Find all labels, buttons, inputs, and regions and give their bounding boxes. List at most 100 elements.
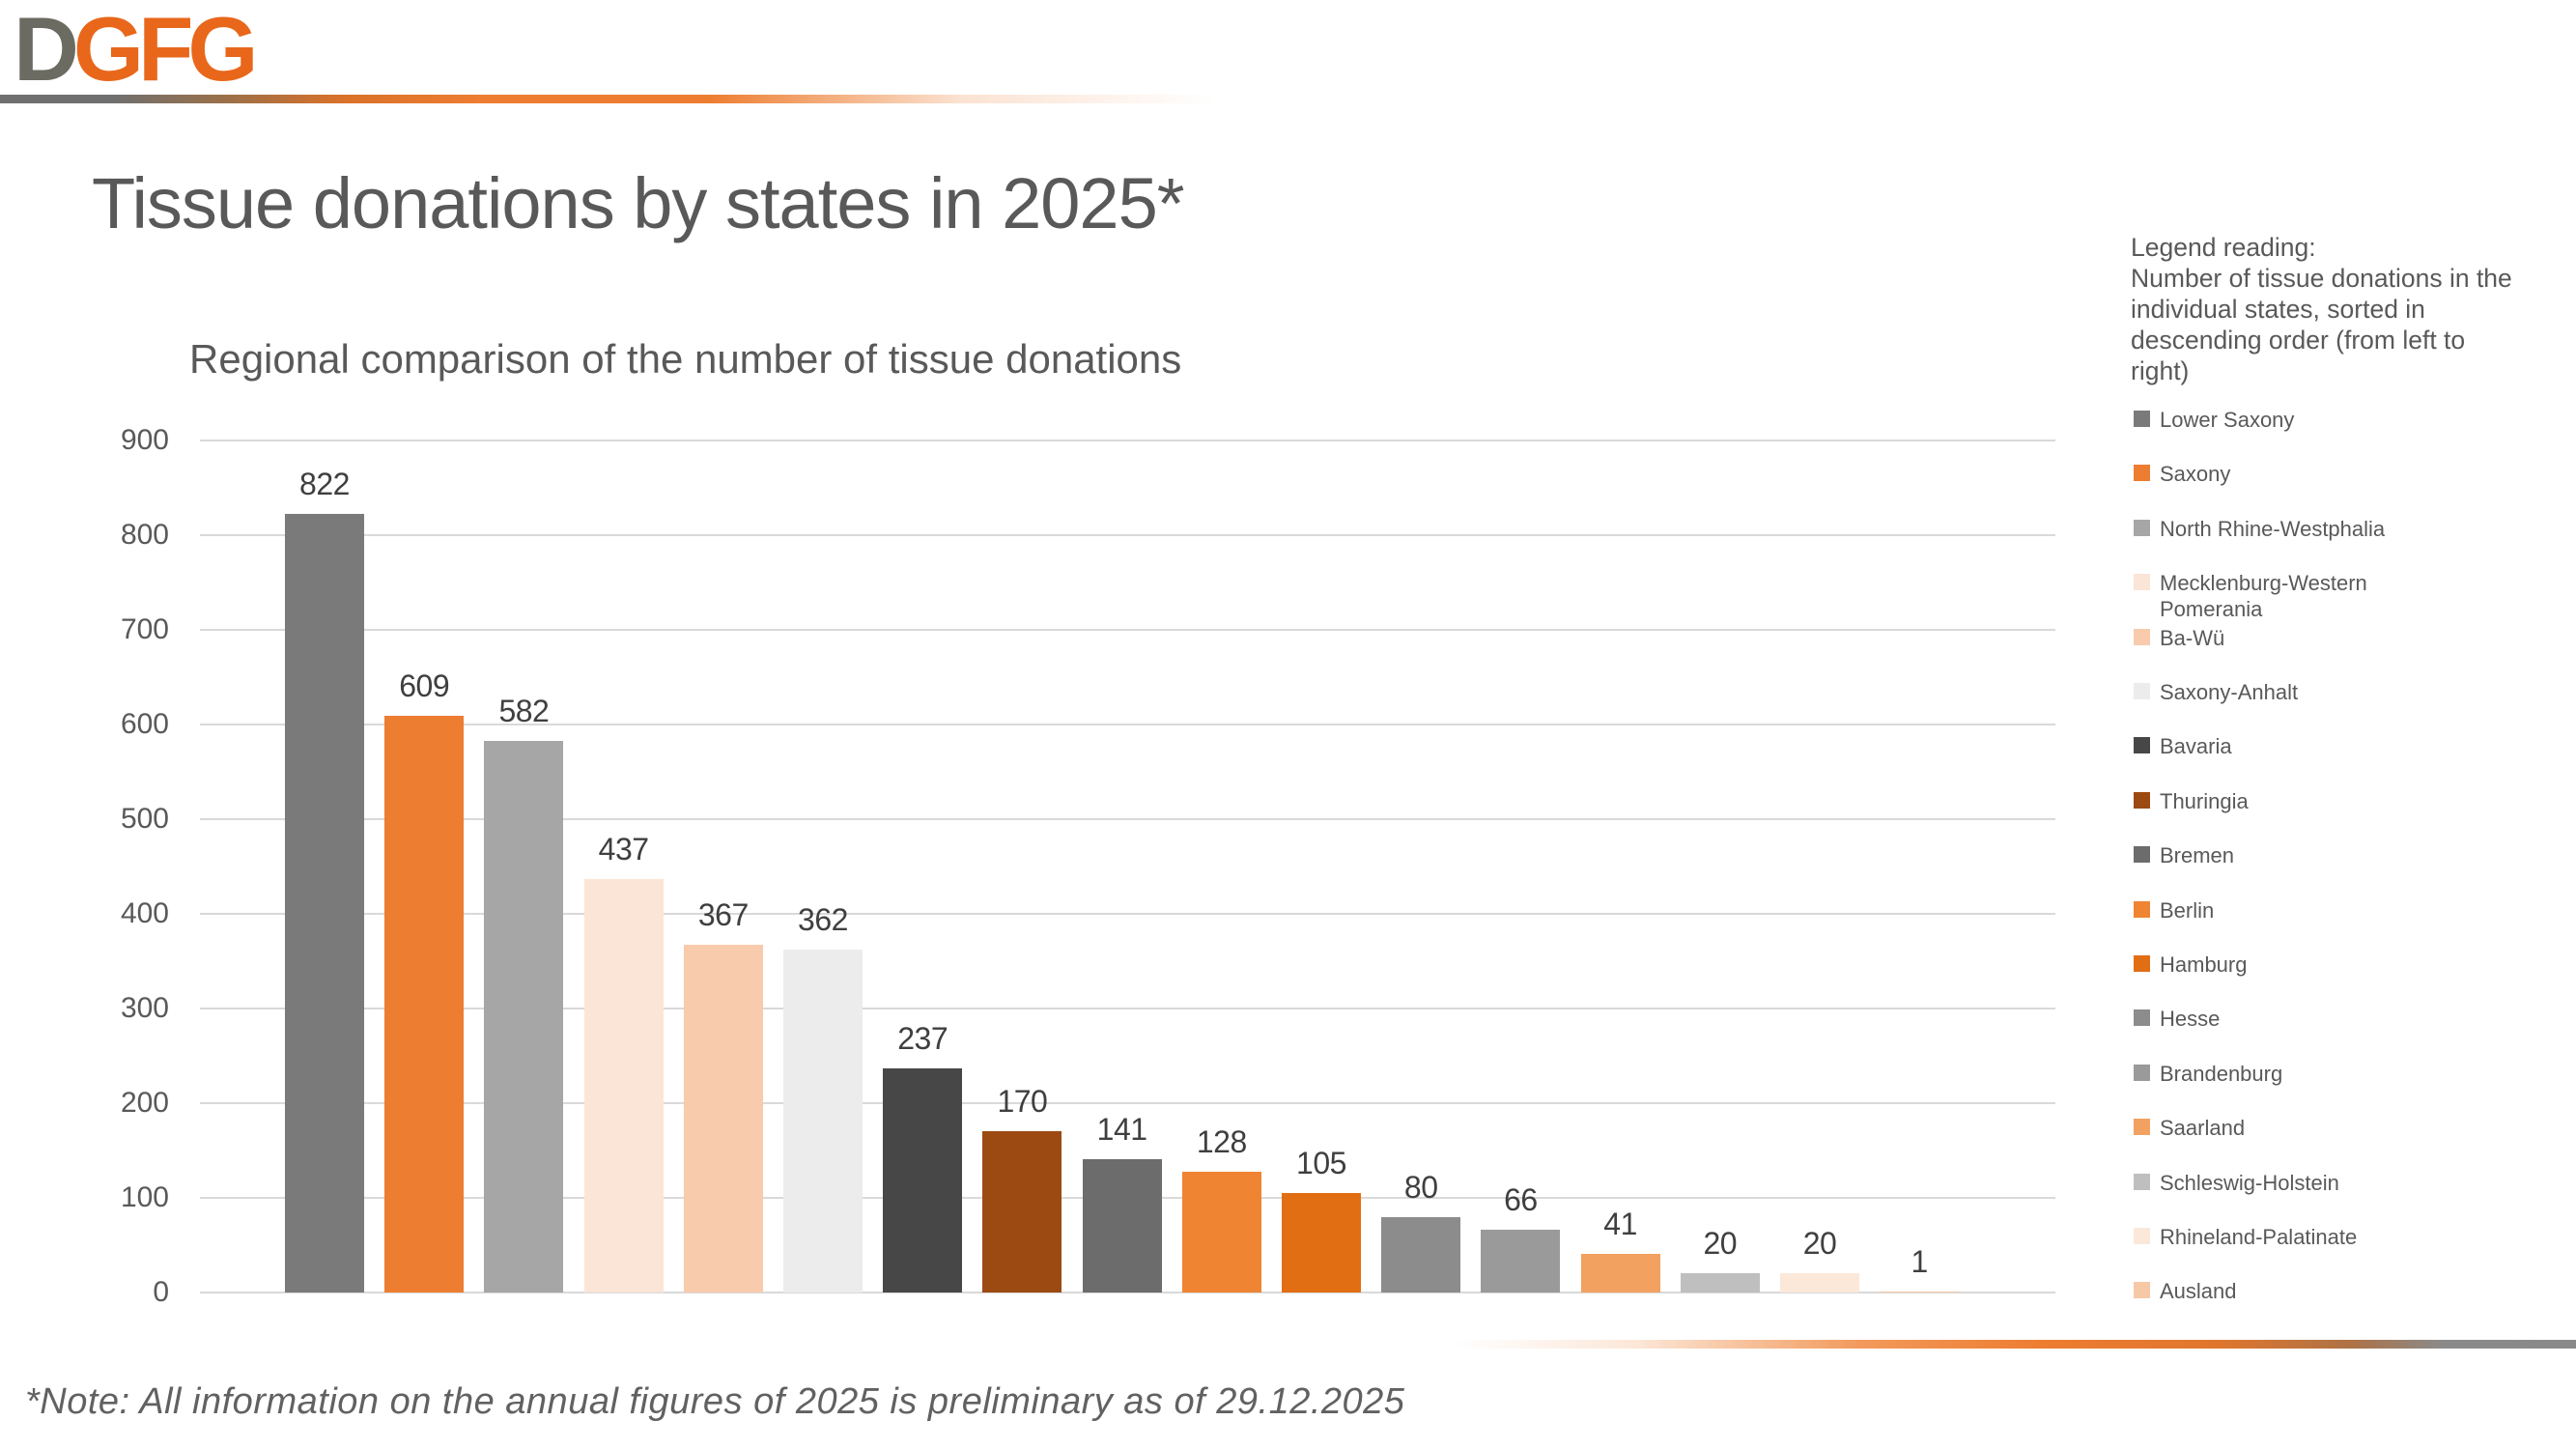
- legend-item-north-rhine-westphalia: North Rhine-Westphalia: [2134, 516, 2387, 542]
- legend-label-bavaria: Bavaria: [2160, 734, 2232, 759]
- logo-orange-letters: GFG: [72, 0, 259, 99]
- legend-label-lower-saxony: Lower Saxony: [2160, 408, 2295, 432]
- legend-label-mecklenburg-western-pomerania: Mecklenburg-Western Pomerania: [2160, 571, 2367, 622]
- top-gradient-rule: [0, 95, 1265, 103]
- y-axis-tick-label: 500: [120, 802, 169, 835]
- legend-swatch-hesse: [2134, 1009, 2150, 1027]
- bar-value-label-mecklenburg-western-pomerania: 437: [598, 831, 649, 867]
- gridline-y-600: [200, 723, 2055, 725]
- bar-berlin: [1181, 1171, 1261, 1293]
- bar-ausland: [1880, 1292, 1960, 1293]
- bar-lower-saxony: [285, 514, 364, 1293]
- gridline-y-0: [200, 1292, 2055, 1293]
- legend-label-schleswig-holstein: Schleswig-Holstein: [2160, 1170, 2339, 1195]
- legend-swatch-berlin: [2134, 900, 2150, 918]
- legend-label-ba-w: Ba-Wü: [2160, 625, 2225, 650]
- bar-bavaria: [883, 1067, 963, 1293]
- bar-value-label-ausland: 1: [1911, 1244, 1929, 1279]
- legend-swatch-bremen: [2134, 846, 2150, 864]
- legend-label-saxony-anhalt: Saxony-Anhalt: [2160, 680, 2299, 704]
- gridline-y-800: [200, 533, 2055, 536]
- chart-title: Regional comparison of the number of tis…: [189, 336, 1182, 382]
- legend-item-bremen: Bremen: [2134, 842, 2387, 868]
- legend-swatch-hamburg: [2134, 955, 2150, 972]
- legend-label-saxony: Saxony: [2160, 462, 2231, 487]
- legend-label-north-rhine-westphalia: North Rhine-Westphalia: [2160, 516, 2386, 541]
- legend-item-lower-saxony: Lower Saxony: [2134, 407, 2387, 433]
- y-axis-tick-label: 300: [120, 991, 169, 1024]
- bar-value-label-north-rhine-westphalia: 582: [498, 694, 550, 729]
- bar-saxony: [384, 715, 465, 1293]
- bar-value-label-brandenburg: 66: [1504, 1182, 1538, 1218]
- y-axis-tick-label: 800: [120, 518, 169, 551]
- legend-label-hamburg: Hamburg: [2160, 952, 2248, 977]
- legend-swatch-rhineland-palatinate: [2134, 1228, 2150, 1244]
- y-axis-tick-label: 200: [120, 1086, 169, 1119]
- bar-ba-w: [683, 945, 763, 1293]
- legend-item-schleswig-holstein: Schleswig-Holstein: [2134, 1170, 2387, 1196]
- legend-swatch-saarland: [2134, 1119, 2150, 1136]
- legend-swatch-bavaria: [2134, 737, 2150, 754]
- bar-value-label-saarland: 41: [1603, 1206, 1637, 1241]
- page-title: Tissue donations by states in 2025*: [92, 163, 1185, 243]
- y-axis-tick-label: 100: [120, 1180, 169, 1213]
- legend-swatch-saxony-anhalt: [2134, 683, 2150, 699]
- legend-item-ausland: Ausland: [2134, 1278, 2387, 1304]
- legend-label-hesse: Hesse: [2160, 1007, 2221, 1032]
- gridline-y-700: [200, 628, 2055, 631]
- legend-item-saxony-anhalt: Saxony-Anhalt: [2134, 679, 2387, 705]
- bar-value-label-bremen: 141: [1096, 1111, 1147, 1147]
- bar-saarland: [1580, 1253, 1660, 1293]
- dgfg-logo: DGFG: [14, 4, 259, 95]
- legend-swatch-schleswig-holstein: [2134, 1173, 2150, 1190]
- y-axis-tick-label: 400: [120, 896, 169, 929]
- gridline-y-300: [200, 1007, 2055, 1009]
- legend-label-saarland: Saarland: [2160, 1116, 2246, 1141]
- bar-value-label-bavaria: 237: [897, 1020, 948, 1056]
- y-axis-tick-label: 600: [120, 707, 169, 740]
- bottom-gradient-rule: [1456, 1340, 2576, 1349]
- legend-label-bremen: Bremen: [2160, 843, 2235, 868]
- legend-item-hesse: Hesse: [2134, 1006, 2387, 1032]
- gridline-y-900: [200, 439, 2055, 441]
- legend-swatch-lower-saxony: [2134, 411, 2150, 427]
- legend-item-brandenburg: Brandenburg: [2134, 1061, 2387, 1087]
- legend-swatch-saxony: [2134, 465, 2150, 482]
- gridline-y-500: [200, 817, 2055, 820]
- legend-item-saxony: Saxony: [2134, 461, 2387, 487]
- bar-value-label-berlin: 128: [1196, 1123, 1247, 1159]
- bar-value-label-ba-w: 367: [697, 897, 749, 933]
- bar-value-label-hesse: 80: [1403, 1169, 1438, 1205]
- legend-item-hamburg: Hamburg: [2134, 952, 2387, 978]
- bar-hesse: [1381, 1216, 1461, 1293]
- legend-label-rhineland-palatinate: Rhineland-Palatinate: [2160, 1225, 2358, 1249]
- legend-swatch-north-rhine-westphalia: [2134, 519, 2150, 536]
- bar-north-rhine-westphalia: [484, 741, 564, 1293]
- legend-swatch-ba-w: [2134, 628, 2150, 645]
- bar-hamburg: [1282, 1193, 1361, 1293]
- logo-gray-letter: D: [14, 0, 79, 99]
- legend-label-brandenburg: Brandenburg: [2160, 1061, 2283, 1086]
- legend-swatch-mecklenburg-western-pomerania: [2134, 574, 2150, 591]
- legend-label-berlin: Berlin: [2160, 897, 2215, 923]
- bar-value-label-lower-saxony: 822: [299, 467, 350, 501]
- legend-swatch-thuringia: [2134, 791, 2150, 809]
- bar-value-label-hamburg: 105: [1296, 1146, 1346, 1180]
- bar-schleswig-holstein: [1680, 1273, 1760, 1293]
- bar-value-label-saxony-anhalt: 362: [798, 902, 848, 937]
- bar-rhineland-palatinate: [1780, 1273, 1859, 1293]
- bar-value-label-saxony: 609: [399, 668, 450, 703]
- legend-item-saarland: Saarland: [2134, 1115, 2387, 1141]
- bar-value-label-schleswig-holstein: 20: [1703, 1226, 1738, 1262]
- bar-brandenburg: [1481, 1230, 1561, 1293]
- legend-item-rhineland-palatinate: Rhineland-Palatinate: [2134, 1224, 2387, 1250]
- legend-item-bavaria: Bavaria: [2134, 733, 2387, 759]
- legend-item-ba-w: Ba-Wü: [2134, 625, 2387, 651]
- y-axis-tick-label: 0: [153, 1276, 169, 1308]
- bar-bremen: [1082, 1158, 1162, 1293]
- legend-heading: Legend reading: Number of tissue donatio…: [2131, 233, 2512, 385]
- bar-value-label-rhineland-palatinate: 20: [1802, 1226, 1837, 1262]
- legend-item-berlin: Berlin: [2134, 897, 2387, 923]
- legend-item-thuringia: Thuringia: [2134, 788, 2387, 814]
- gridline-y-400: [200, 912, 2055, 915]
